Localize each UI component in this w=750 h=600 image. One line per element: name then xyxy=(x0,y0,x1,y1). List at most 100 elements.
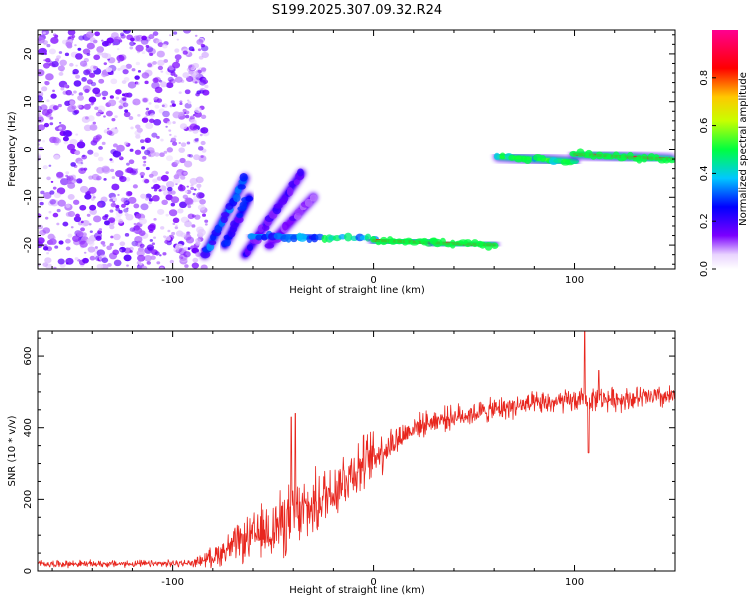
noise-blob xyxy=(78,167,87,174)
snr-xtick-label: -100 xyxy=(161,577,184,588)
spectrogram-xtick-label: -100 xyxy=(161,275,184,286)
noise-blob xyxy=(141,146,146,150)
noise-blob xyxy=(127,93,132,97)
noise-blob xyxy=(118,155,122,159)
spectrogram-ytick-label: 0 xyxy=(23,146,34,152)
noise-blob xyxy=(38,124,46,131)
upper-track-blob xyxy=(627,151,634,160)
noise-blob xyxy=(52,212,59,218)
noise-blob xyxy=(70,174,76,180)
noise-blob xyxy=(204,219,209,223)
noise-blob xyxy=(149,118,155,124)
noise-blob xyxy=(56,171,64,178)
noise-blob xyxy=(198,155,207,162)
noise-blob xyxy=(191,214,196,218)
noise-blob xyxy=(156,135,160,139)
noise-blob xyxy=(64,52,70,57)
noise-blob xyxy=(124,141,129,146)
noise-blob xyxy=(82,257,89,264)
noise-blob xyxy=(97,156,104,162)
upper-track-blob xyxy=(539,154,547,162)
noise-blob xyxy=(101,52,109,59)
streak-blob xyxy=(264,243,275,249)
noise-blob xyxy=(88,72,96,78)
snr-ticks: -100 0 100 0 200 400 600 xyxy=(23,331,675,588)
noise-blob xyxy=(180,256,184,259)
upper-track-blob xyxy=(595,151,604,160)
noise-blob xyxy=(159,152,165,158)
noise-blob xyxy=(73,178,77,182)
noise-blob xyxy=(58,240,64,245)
noise-blob xyxy=(110,196,118,203)
noise-blob xyxy=(38,197,43,202)
noise-blob xyxy=(57,199,66,207)
noise-blob xyxy=(178,141,181,144)
noise-blob xyxy=(42,31,46,35)
streak-blob xyxy=(281,194,289,203)
noise-blob xyxy=(154,152,160,157)
noise-blob xyxy=(164,235,171,242)
noise-blob xyxy=(82,63,88,68)
lower-track-blob xyxy=(484,241,493,251)
noise-blob xyxy=(187,101,192,105)
streak-blob xyxy=(286,187,294,197)
streak-blob xyxy=(224,238,232,247)
colorbar-tick-label: 0.4 xyxy=(699,165,710,181)
noise-blob xyxy=(182,108,187,113)
noise-blob xyxy=(48,210,52,214)
noise-blob xyxy=(141,35,147,41)
noise-blob xyxy=(119,241,126,247)
noise-blob xyxy=(172,61,181,69)
noise-blob xyxy=(67,143,76,151)
noise-blob xyxy=(187,64,195,70)
noise-blob xyxy=(58,71,64,76)
upper-track-blob xyxy=(653,154,660,162)
noise-blob xyxy=(171,141,178,146)
noise-blob xyxy=(168,34,172,37)
noise-blob xyxy=(127,143,131,146)
upper-track-blob xyxy=(606,154,615,160)
noise-blob xyxy=(135,213,142,219)
noise-blob xyxy=(72,110,78,116)
spectrogram-xtick-label: 0 xyxy=(370,275,376,286)
noise-blob xyxy=(59,59,67,66)
noise-blob xyxy=(66,176,71,181)
noise-blob xyxy=(157,208,165,215)
noise-blob xyxy=(179,102,183,106)
noise-blob xyxy=(196,183,202,188)
noise-blob xyxy=(152,77,159,83)
noise-blob xyxy=(52,105,59,111)
noise-blob xyxy=(43,122,50,128)
noise-blob xyxy=(167,229,171,233)
noise-blob xyxy=(46,252,50,255)
noise-blob xyxy=(94,31,100,37)
noise-blob xyxy=(192,257,199,263)
noise-blob xyxy=(199,198,206,205)
noise-blob xyxy=(176,38,180,41)
noise-blob xyxy=(174,74,178,78)
upper-track-blob xyxy=(569,150,578,157)
noise-blob xyxy=(73,216,82,223)
noise-blob xyxy=(91,102,95,105)
noise-blob xyxy=(90,87,93,90)
noise-blob xyxy=(96,167,105,174)
noise-blob xyxy=(144,197,150,201)
noise-blob xyxy=(135,61,141,66)
noise-blob xyxy=(162,252,167,256)
noise-blob xyxy=(109,95,114,99)
noise-blob xyxy=(92,65,97,69)
streak-blob xyxy=(282,221,289,231)
noise-blob xyxy=(70,226,74,229)
noise-blob xyxy=(67,193,75,200)
track-features xyxy=(247,148,675,251)
snr-xtick-label: 100 xyxy=(565,577,584,588)
noise-blob xyxy=(96,105,106,113)
noise-blob xyxy=(139,243,145,248)
noise-blob xyxy=(123,111,131,118)
noise-blob xyxy=(190,118,197,125)
noise-blob xyxy=(176,247,183,253)
noise-blob xyxy=(76,231,84,238)
spectrogram-background xyxy=(38,30,675,269)
noise-blob xyxy=(38,146,44,151)
noise-blob xyxy=(75,157,83,164)
